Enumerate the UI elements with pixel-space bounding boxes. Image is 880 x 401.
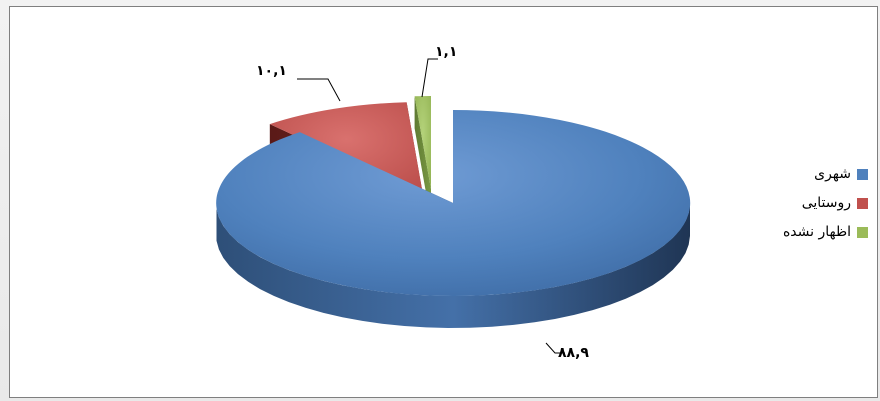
legend-label-not-stated: اظهار نشده bbox=[782, 224, 851, 240]
chart-frame: ۸۸,۹ ۱۰,۱ ۱,۱ شهری روستایی اظهار نشده bbox=[9, 6, 878, 398]
pie-slice-not-stated-wall bbox=[414, 96, 431, 221]
legend-item: اظهار نشده bbox=[748, 220, 868, 244]
legend-item: شهری bbox=[748, 162, 868, 186]
legend-swatch-rural bbox=[857, 197, 868, 209]
data-label-not-stated: ۱,۱ bbox=[435, 44, 457, 60]
legend-swatch-urban bbox=[857, 168, 868, 180]
legend-label-rural: روستایی bbox=[801, 195, 851, 211]
leader-line bbox=[545, 342, 565, 354]
pie-chart: ۸۸,۹ ۱۰,۱ ۱,۱ bbox=[216, 44, 691, 361]
data-label-rural: ۱۰,۱ bbox=[256, 63, 287, 79]
leader-line bbox=[297, 78, 341, 102]
chart-legend: شهری روستایی اظهار نشده bbox=[748, 162, 868, 249]
data-label-urban: ۸۸,۹ bbox=[558, 345, 589, 361]
leader-line bbox=[421, 58, 438, 98]
pie-slice-not-stated bbox=[414, 95, 431, 189]
pie-slice-urban bbox=[216, 109, 691, 297]
legend-label-urban: شهری bbox=[814, 166, 851, 182]
pie-slice-urban-side bbox=[216, 204, 690, 328]
legend-swatch-not-stated bbox=[857, 226, 868, 238]
legend-item: روستایی bbox=[748, 191, 868, 215]
